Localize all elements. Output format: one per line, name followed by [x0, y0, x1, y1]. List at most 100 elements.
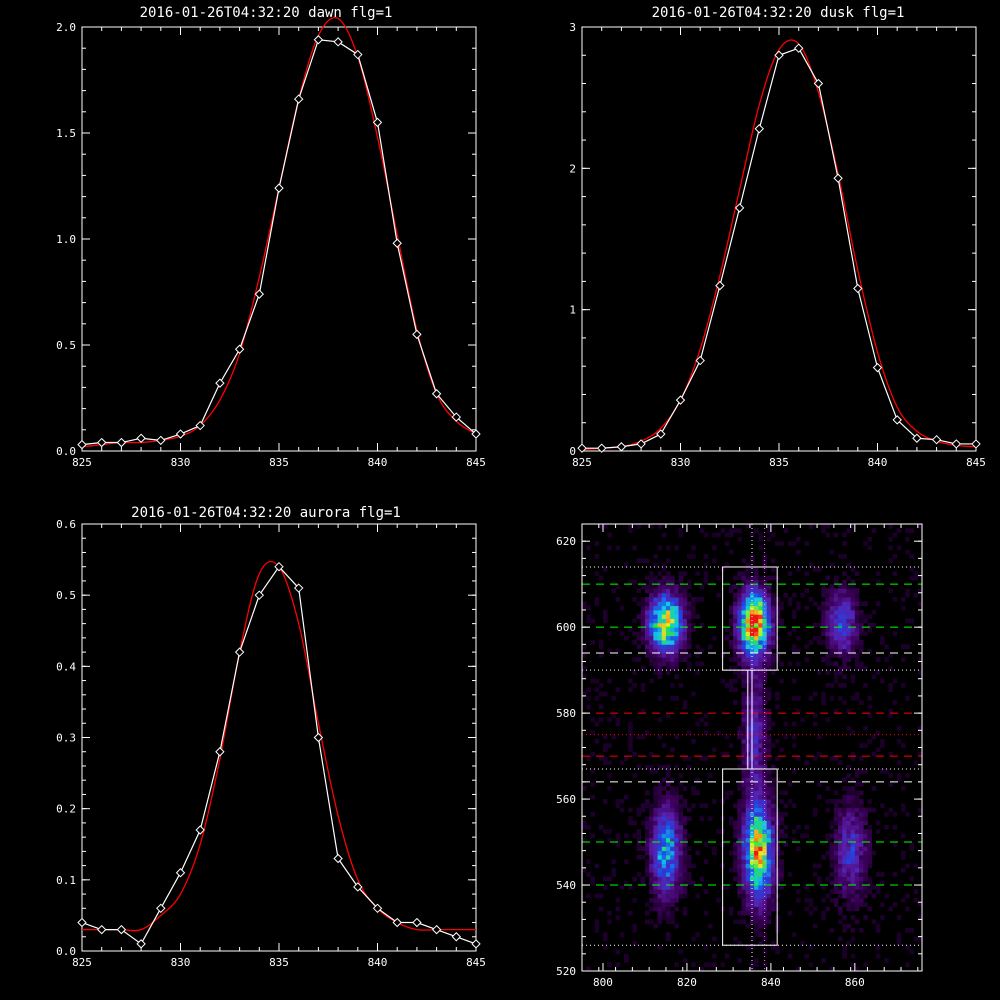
- image-pixel: [749, 872, 755, 877]
- image-pixel: [665, 799, 671, 804]
- image-pixel: [791, 648, 797, 654]
- image-pixel: [678, 588, 684, 594]
- image-pixel: [611, 872, 616, 877]
- image-pixel: [838, 648, 843, 654]
- image-pixel: [850, 648, 856, 654]
- image-pixel: [863, 807, 868, 813]
- image-pixel: [682, 631, 688, 637]
- image-pixel: [665, 824, 671, 830]
- image-pixel: [686, 605, 692, 611]
- image-pixel: [686, 627, 692, 632]
- image-pixel: [661, 652, 667, 658]
- image-pixel: [745, 640, 751, 645]
- image-pixel: [762, 640, 768, 645]
- image-pixel: [741, 584, 747, 589]
- image-pixel: [770, 635, 776, 641]
- image-pixel: [728, 532, 734, 538]
- image-pixel: [686, 635, 692, 641]
- image-pixel: [611, 859, 616, 864]
- image-pixel: [838, 554, 843, 559]
- image-pixel: [653, 786, 658, 791]
- image-pixel: [842, 622, 847, 628]
- image-pixel: [791, 743, 797, 748]
- image-pixel: [867, 837, 873, 843]
- image-pixel: [754, 734, 759, 740]
- image-pixel: [758, 919, 763, 925]
- image-pixel: [741, 605, 747, 611]
- image-pixel: [699, 803, 705, 809]
- image-pixel: [787, 799, 793, 804]
- image-pixel: [665, 661, 671, 667]
- image-pixel: [842, 833, 847, 839]
- image-pixel: [796, 846, 801, 852]
- image-pixel: [754, 678, 759, 684]
- image-pixel: [670, 665, 675, 671]
- image-pixel: [737, 863, 742, 869]
- image-pixel: [686, 592, 692, 598]
- image-pixel: [594, 554, 600, 559]
- image-pixel: [829, 872, 835, 877]
- image-pixel: [670, 588, 675, 594]
- image-pixel: [686, 614, 692, 619]
- image-pixel: [783, 721, 789, 727]
- image-pixel: [678, 528, 684, 533]
- image-pixel: [649, 571, 654, 576]
- image-pixel: [770, 605, 776, 611]
- image-pixel: [733, 829, 738, 834]
- image-pixel: [787, 597, 793, 602]
- image-pixel: [657, 833, 663, 839]
- dawn-data-point: [431, 389, 442, 399]
- image-pixel: [754, 700, 759, 705]
- image-pixel: [594, 863, 600, 869]
- image-pixel: [665, 915, 671, 920]
- image-pixel: [607, 545, 612, 551]
- image-pixel: [594, 597, 600, 602]
- image-pixel: [728, 790, 734, 796]
- image-pixel: [829, 605, 835, 611]
- image-pixel: [632, 683, 637, 688]
- image-pixel: [846, 665, 852, 671]
- image-pixel: [791, 829, 797, 834]
- image-pixel: [905, 928, 910, 933]
- image-pixel: [804, 885, 810, 890]
- image-pixel: [665, 794, 671, 800]
- image-pixel: [850, 605, 856, 611]
- image-pixel: [615, 721, 621, 727]
- image-pixel: [737, 661, 742, 667]
- image-pixel: [859, 850, 864, 856]
- image-pixel: [741, 597, 747, 602]
- image-pixel: [716, 575, 721, 581]
- image-pixel: [737, 618, 742, 624]
- image-pixel: [754, 867, 759, 873]
- image-pixel: [741, 601, 747, 607]
- image-pixel: [766, 889, 772, 895]
- image-pixel: [863, 867, 868, 873]
- image-pixel: [741, 859, 747, 864]
- image-pixel: [653, 554, 658, 559]
- image-pixel: [758, 592, 763, 598]
- image-pixel: [661, 605, 667, 611]
- image-pixel: [745, 614, 751, 619]
- image-pixel: [678, 885, 684, 890]
- image-pixel: [825, 614, 831, 619]
- image-pixel: [766, 575, 772, 581]
- image-pixel: [737, 854, 742, 860]
- image-pixel: [636, 872, 642, 877]
- image-pixel: [762, 691, 768, 697]
- image-pixel: [640, 627, 646, 632]
- image-pixel: [850, 584, 856, 589]
- image-pixel: [695, 777, 700, 783]
- image-pixel: [661, 863, 667, 869]
- image-pixel: [657, 837, 663, 843]
- image-pixel: [846, 902, 852, 907]
- image-pixel: [754, 605, 759, 611]
- dusk-data-point: [951, 439, 962, 449]
- image-pixel: [674, 837, 679, 843]
- image-pixel: [661, 588, 667, 594]
- image-pixel: [754, 618, 759, 624]
- image-pixel: [842, 683, 847, 688]
- image-pixel: [833, 842, 839, 847]
- image-pixel: [670, 919, 675, 925]
- image-pixel: [880, 678, 885, 684]
- image-pixel: [804, 588, 810, 594]
